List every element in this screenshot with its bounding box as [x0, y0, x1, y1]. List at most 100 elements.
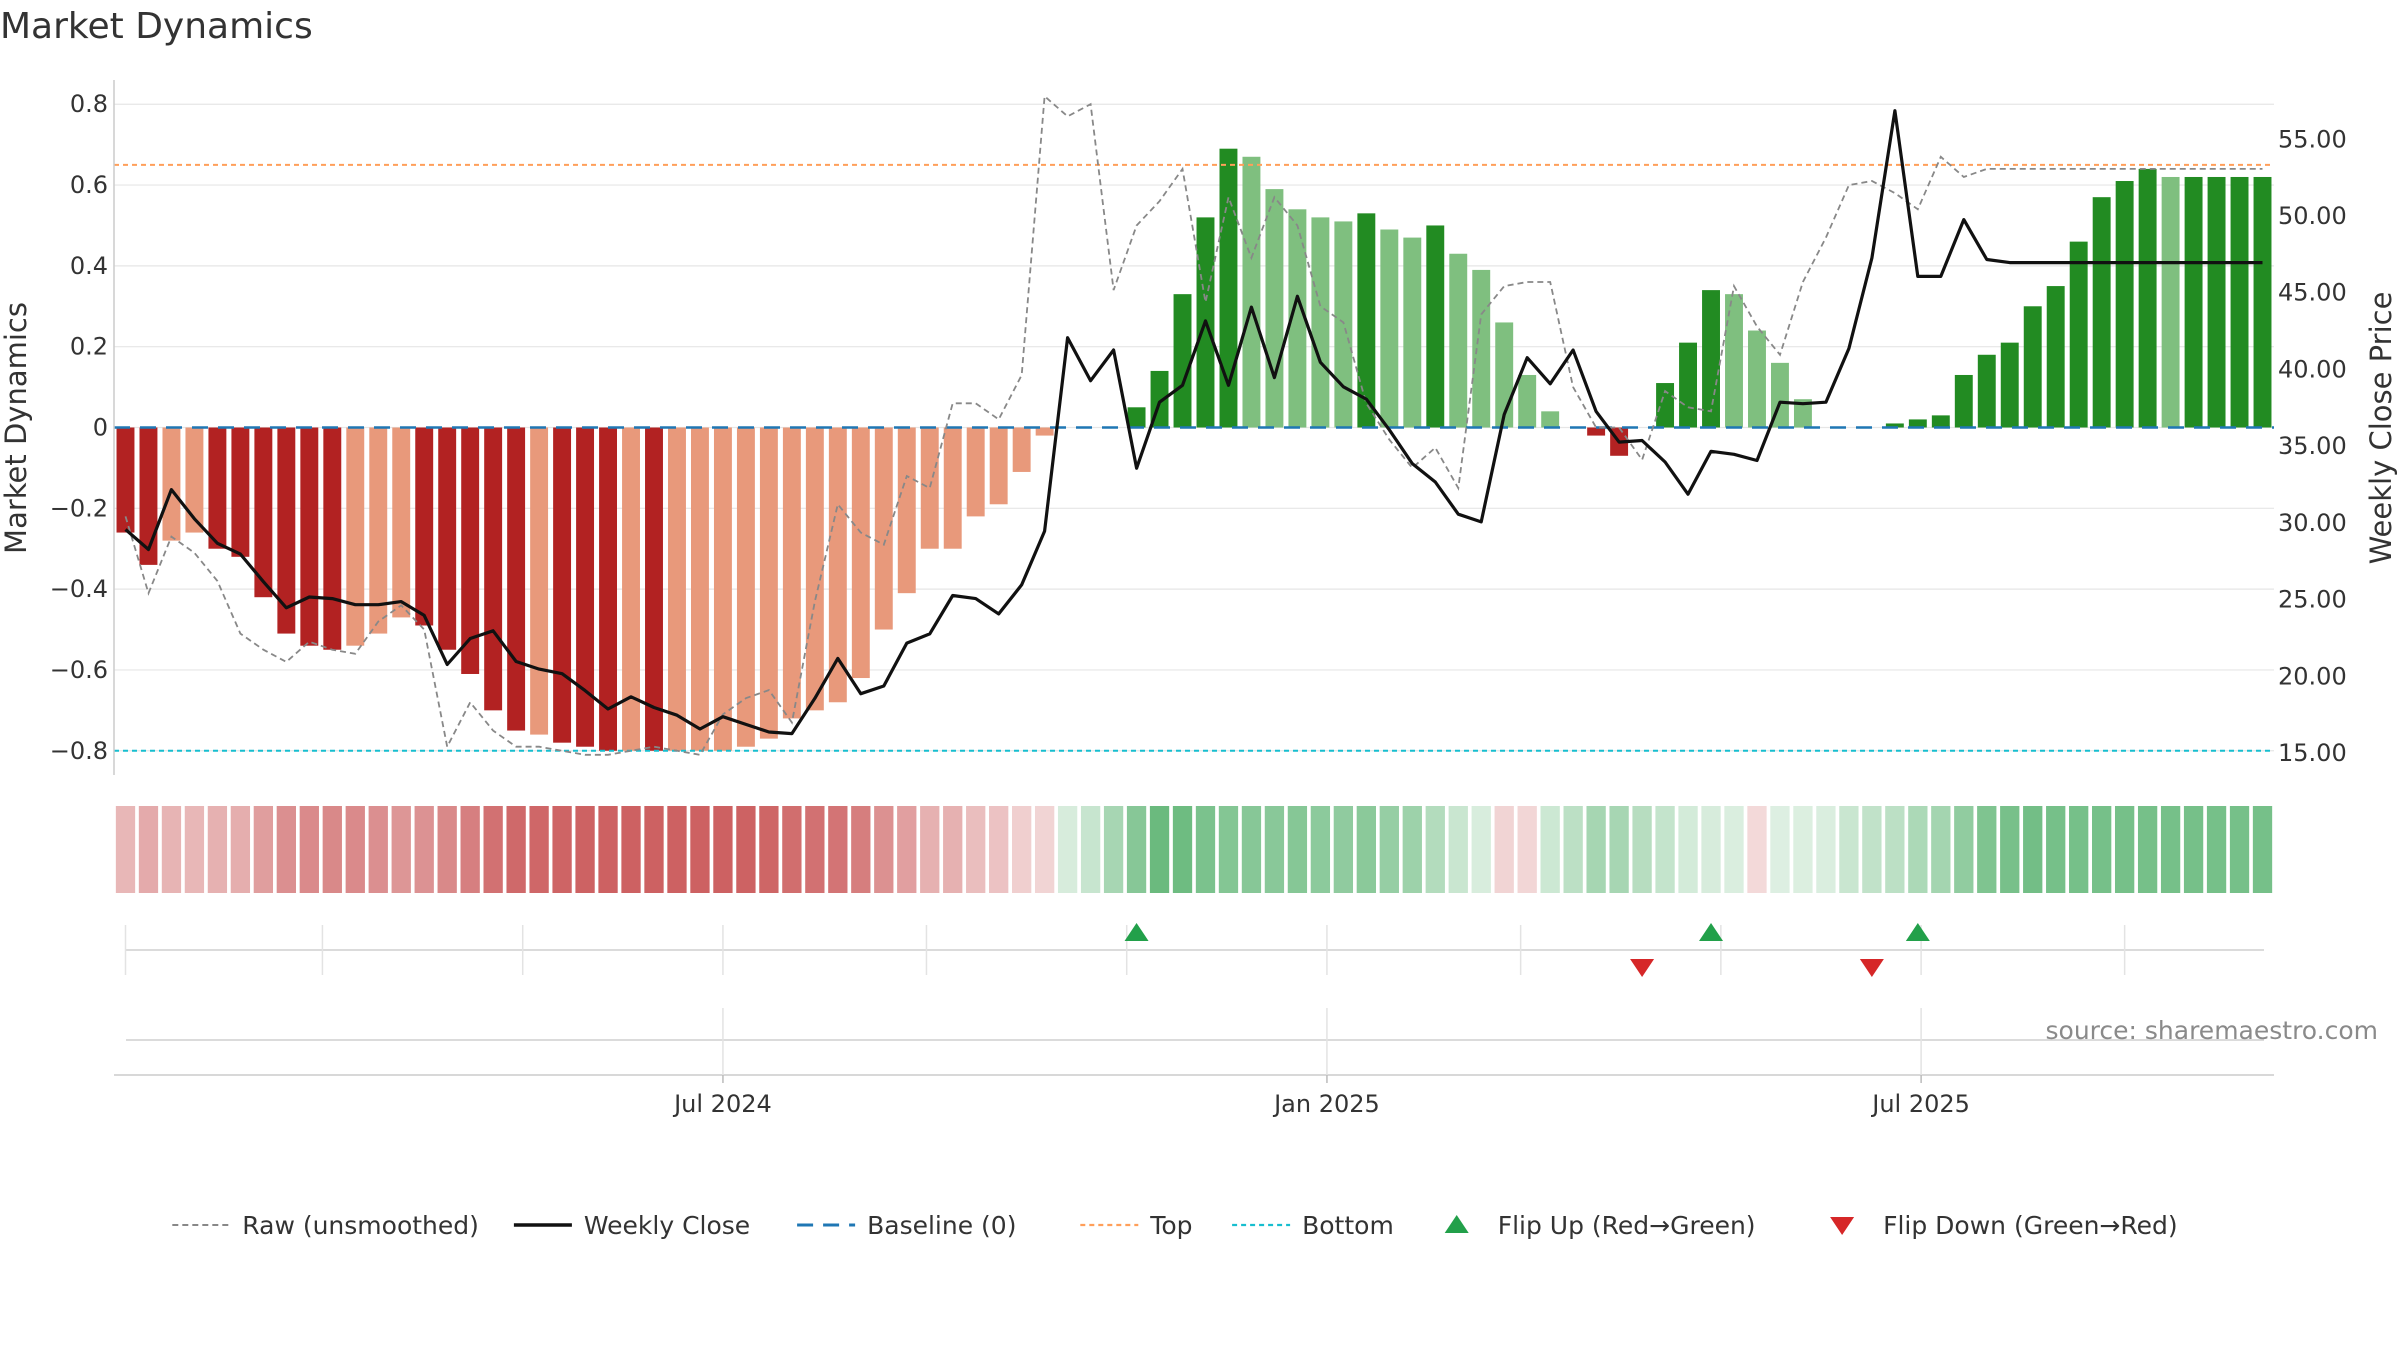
legend-item-bottom: Bottom [1232, 1211, 1394, 1240]
flip-up-marker [1905, 923, 1930, 941]
heat-cell [713, 806, 733, 893]
bar [1679, 342, 1698, 428]
bar [1380, 229, 1399, 428]
legend-label: Flip Down (Green→Red) [1883, 1211, 2178, 1240]
heat-cell [1356, 806, 1376, 893]
left-tick-label: 0 [93, 414, 108, 442]
heat-cell [115, 806, 136, 893]
bar [2138, 168, 2157, 428]
bar [438, 427, 457, 650]
bar [1541, 411, 1560, 428]
heat-cell [690, 806, 710, 893]
legend-item-flipup: Flip Up (Red→Green) [1444, 1211, 1756, 1240]
heat-cell [1448, 806, 1468, 893]
heat-cell [2114, 806, 2135, 893]
heat-cell [437, 806, 457, 893]
heat-cell [460, 806, 480, 893]
bar [920, 427, 939, 549]
heat-cell [1540, 806, 1560, 893]
bar [553, 427, 572, 743]
bar [897, 427, 916, 594]
flip-markers-panel [124, 923, 2264, 977]
bar [2184, 176, 2203, 428]
heat-cell [483, 806, 503, 893]
heat-cell [851, 806, 871, 893]
bar [530, 427, 549, 735]
bar [782, 427, 801, 719]
heat-cell [299, 806, 319, 893]
heat-cell [1655, 806, 1675, 893]
bar [2092, 197, 2111, 428]
heat-cell [1494, 806, 1514, 893]
bar [1748, 330, 1766, 428]
bar [2069, 241, 2088, 428]
bar [1449, 253, 1468, 428]
bar [2023, 306, 2042, 428]
bar [323, 427, 342, 650]
line-series [124, 94, 2263, 756]
bar [1587, 427, 1606, 436]
heat-cell [1103, 806, 1124, 893]
bar [392, 427, 411, 618]
heat-cell [1563, 806, 1583, 893]
heat-cell [1954, 806, 1974, 893]
bar [2115, 181, 2134, 428]
bar [874, 427, 893, 630]
legend-label: Top [1149, 1211, 1192, 1240]
legend-label: Baseline (0) [867, 1211, 1016, 1240]
bar [208, 427, 227, 549]
heat-cell [1724, 806, 1744, 893]
bar [231, 427, 250, 557]
right-axis-ticks: 15.00 20.00 25.00 30.00 35.00 40.00 45.00 50.00… [2278, 125, 2347, 767]
bar [254, 427, 273, 598]
heat-cell [1241, 806, 1262, 893]
heat-cell [1517, 806, 1537, 893]
heat-cell [1034, 806, 1055, 893]
heat-cell [2137, 806, 2158, 893]
heat-cell [1218, 806, 1239, 893]
heat-cell [1908, 806, 1928, 893]
weekly-close-line [124, 109, 2263, 736]
heat-cell [966, 806, 986, 893]
bar [507, 427, 526, 731]
heat-cell [1678, 806, 1698, 893]
bar [1012, 427, 1031, 472]
heat-cell [1816, 806, 1836, 893]
heat-cell [1839, 806, 1859, 893]
bar [2000, 342, 2019, 428]
left-tick-label: 0.6 [70, 171, 108, 199]
bar [1908, 419, 1927, 428]
x-tick-label: Jan 2025 [1272, 1090, 1380, 1118]
heat-cell [1425, 806, 1445, 893]
x-axis-ticks: Jul 2024 Jan 2025 Jul 2025 [672, 1075, 1970, 1118]
heat-cell [828, 806, 848, 893]
left-tick-label: 0.8 [70, 90, 108, 118]
heat-cell [230, 806, 251, 893]
heat-cell [782, 806, 802, 893]
heat-cell [736, 806, 756, 893]
heat-cell [621, 806, 641, 893]
legend-label: Bottom [1302, 1211, 1394, 1240]
heat-cell [2069, 806, 2089, 893]
heat-cell [1126, 806, 1147, 893]
bar [346, 427, 365, 646]
heat-cell [897, 806, 917, 893]
bar [1035, 427, 1054, 436]
source-note: source: sharemaestro.com [2046, 1016, 2379, 1045]
heat-cell [2000, 806, 2020, 893]
bar [1311, 217, 1330, 428]
bar [461, 427, 480, 674]
heat-cell [805, 806, 825, 893]
legend-item-close: Weekly Close [513, 1211, 750, 1240]
left-tick-label: 0.4 [70, 252, 108, 280]
legend-label: Flip Up (Red→Green) [1498, 1211, 1756, 1240]
heat-cell [1195, 806, 1216, 893]
bar [1793, 399, 1812, 428]
bar [805, 427, 824, 711]
bar [645, 427, 663, 751]
left-axis-label: Market Dynamics [0, 302, 33, 554]
bar [369, 427, 388, 634]
bar [1725, 294, 1743, 428]
heat-cell [2160, 806, 2181, 893]
